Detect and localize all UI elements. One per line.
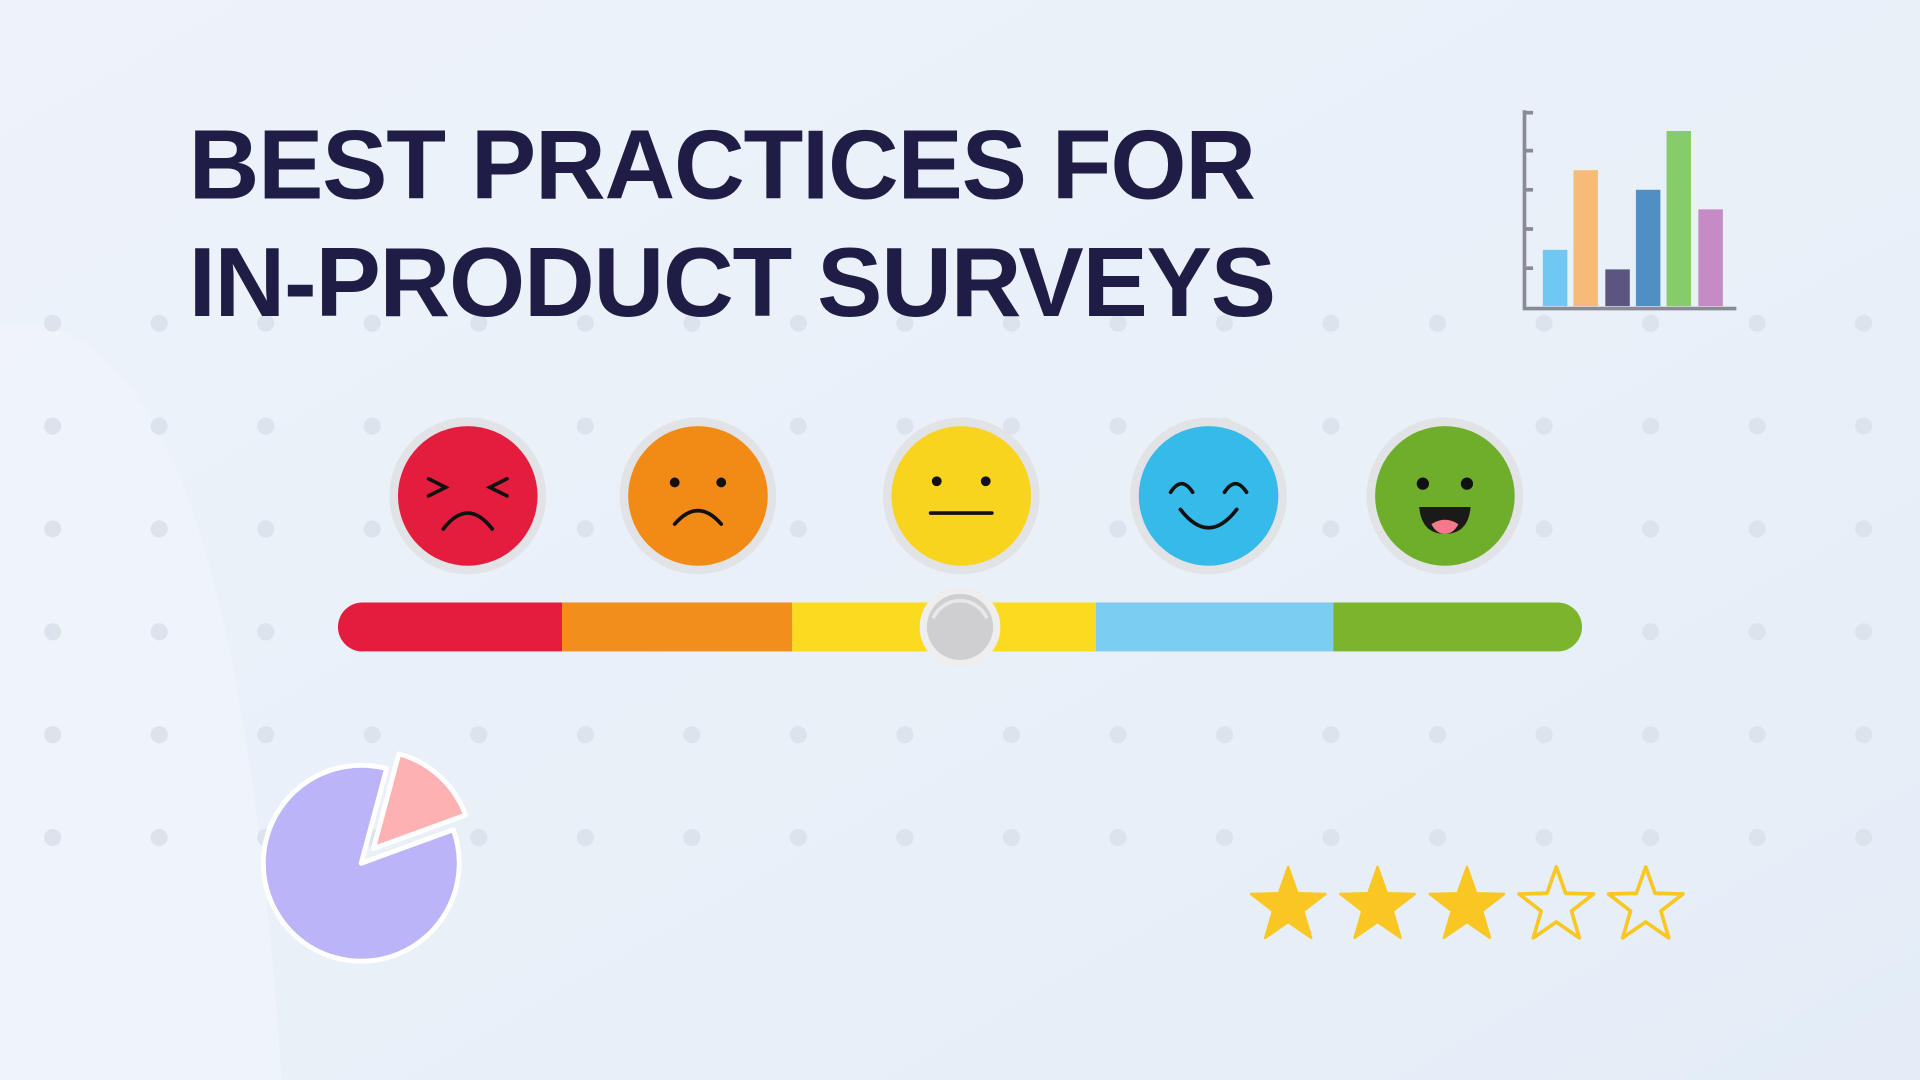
grid-dot: [1535, 520, 1553, 538]
pie-icon: [260, 751, 468, 964]
rating-slider: [337, 586, 1583, 668]
bar-chart-icon: [1522, 110, 1737, 311]
grid-dot: [1535, 417, 1553, 435]
grid-dot: [44, 314, 62, 332]
grid-dot: [44, 520, 62, 538]
grid-dot: [1109, 828, 1127, 847]
grid-dot: [1109, 520, 1127, 538]
grid-dot: [1215, 314, 1234, 332]
grid-dot: [1215, 828, 1234, 847]
grid-dot: [576, 520, 594, 538]
grid-dot: [1002, 417, 1020, 435]
grid-dot: [1428, 726, 1447, 744]
grid-dot: [683, 828, 701, 847]
grid-dot: [363, 314, 381, 332]
grid-dot: [150, 417, 168, 435]
grid-dot: [150, 726, 168, 744]
grid-dot: [257, 314, 275, 332]
grid-dot: [789, 520, 807, 538]
grid-dot: [576, 314, 594, 332]
grid-dot: [683, 726, 701, 744]
grid-dot: [257, 417, 275, 435]
face-very-happy: [1366, 417, 1524, 575]
grid-dot: [789, 417, 807, 435]
grid-dot: [1002, 726, 1020, 744]
grid-dot: [896, 726, 914, 744]
grid-dot: [1535, 726, 1553, 744]
grid-dot: [1748, 828, 1766, 847]
grid-dot: [576, 417, 594, 435]
grid-dot: [1322, 314, 1340, 332]
grid-dot: [1002, 314, 1020, 332]
grid-dot: [470, 828, 488, 847]
grid-dot: [44, 417, 62, 435]
grid-dot: [896, 417, 914, 435]
grid-dot: [1109, 417, 1127, 435]
grid-dot: [1748, 520, 1766, 538]
grid-dot: [1322, 726, 1340, 744]
grid-dot: [1642, 520, 1660, 538]
grid-dot: [1642, 314, 1660, 332]
grid-dot: [576, 726, 594, 744]
face-neutral: [882, 417, 1040, 575]
grid-dot: [1002, 828, 1020, 847]
grid-dot: [896, 828, 914, 847]
grid-dot: [44, 828, 62, 847]
grid-dot: [1322, 828, 1340, 847]
grid-dot: [1855, 726, 1873, 744]
face-sad: [619, 417, 777, 575]
grid-dot: [1322, 417, 1340, 435]
grid-dot: [257, 623, 275, 641]
grid-dot: [1535, 828, 1553, 847]
grid-dot: [896, 314, 914, 332]
grid-dot: [363, 726, 381, 744]
grid-dot: [1855, 520, 1873, 538]
grid-dot: [150, 314, 168, 332]
grid-dot: [1642, 417, 1660, 435]
title-line: BEST PRACTICES FOR: [189, 109, 1255, 219]
grid-dot: [1642, 623, 1660, 641]
grid-dot: [789, 314, 807, 332]
grid-dot: [150, 623, 168, 641]
grid-dot: [1215, 726, 1234, 744]
grid-dot: [1642, 726, 1660, 744]
background-shape: [0, 323, 282, 1080]
title-line: IN-PRODUCT SURVEYS: [189, 227, 1275, 337]
grid-dot: [683, 314, 701, 332]
face-happy: [1130, 417, 1287, 575]
grid-dot: [1855, 417, 1873, 435]
grid-dot: [257, 726, 275, 744]
grid-dot: [363, 520, 381, 538]
grid-dot: [470, 314, 488, 332]
grid-dot: [257, 520, 275, 538]
grid-dot: [1748, 417, 1766, 435]
grid-dot: [1855, 314, 1873, 332]
grid-dot: [1535, 314, 1553, 332]
grid-dot: [1855, 828, 1873, 847]
grid-dot: [1855, 623, 1873, 641]
grid-dot: [1748, 726, 1766, 744]
grid-dot: [1109, 314, 1127, 332]
face-angry: [389, 417, 547, 575]
grid-dot: [363, 417, 381, 435]
grid-dot: [1109, 726, 1127, 744]
grid-dot: [1748, 623, 1766, 641]
grid-dot: [576, 828, 594, 847]
grid-dot: [470, 726, 488, 744]
grid-dot: [44, 726, 62, 744]
grid-dot: [1428, 314, 1447, 332]
grid-dot: [1642, 828, 1660, 847]
grid-dot: [44, 623, 62, 641]
grid-dot: [1748, 314, 1766, 332]
grid-dot: [1428, 828, 1447, 847]
grid-dot: [789, 726, 807, 744]
grid-dot: [1322, 520, 1340, 538]
grid-dot: [150, 828, 168, 847]
grid-dot: [150, 520, 168, 538]
grid-dot: [789, 828, 807, 847]
